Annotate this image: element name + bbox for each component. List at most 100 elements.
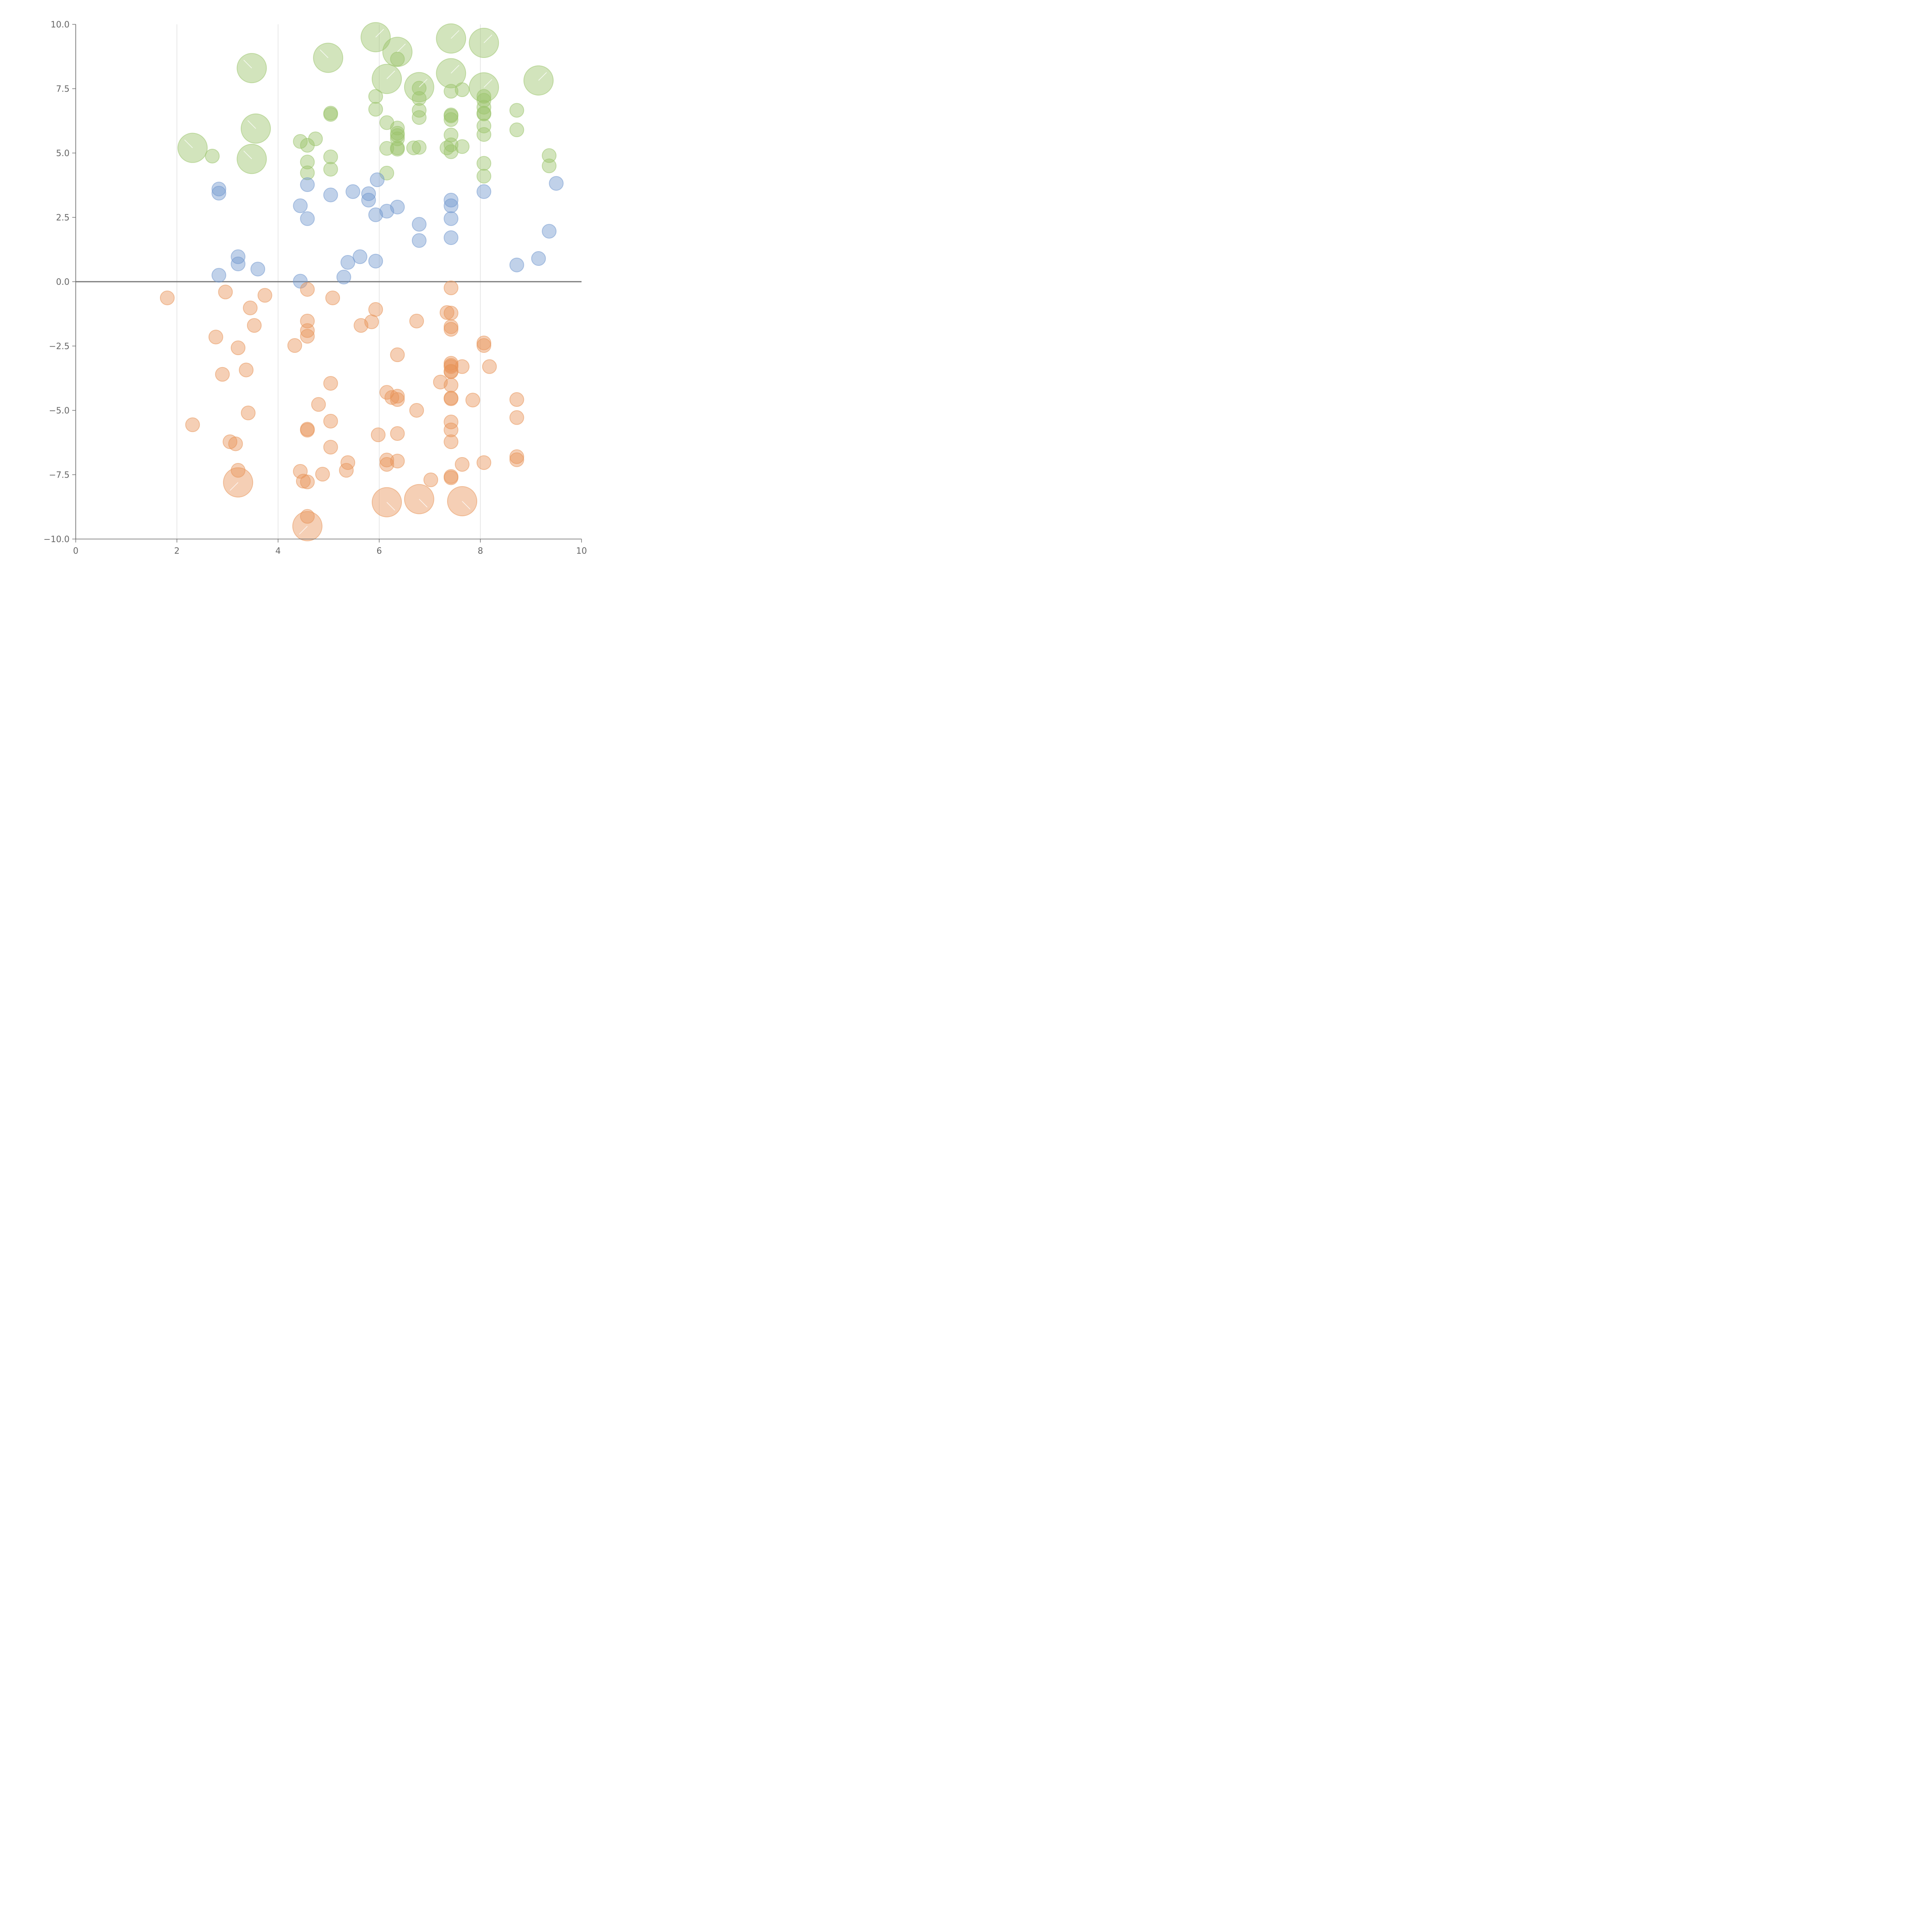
orange-bubble [296,474,311,489]
green-bubble [412,81,427,96]
orange-bubble [390,347,405,362]
orange-bubble [300,329,315,344]
green-bubble [542,158,557,173]
green-bubble [406,140,421,155]
green-bubble [205,148,220,163]
leader-lines [184,29,547,535]
label-leader-line [462,501,471,510]
orange-bubble [239,362,254,378]
x-tick-label: 6 [376,546,382,556]
blue-bubble [323,187,338,202]
blue-bubble [211,185,226,201]
label-leader-line [386,70,395,79]
blue-bubble [352,249,367,264]
green-bubble [455,82,470,97]
blue-bubble [444,211,459,226]
green-bubble [177,133,208,163]
green-bubble [390,131,405,146]
orange-bubble [465,393,480,408]
label-leader-line [451,65,459,74]
orange-bubble [444,359,459,374]
orange-bubble [390,392,405,407]
orange-bubble [444,322,459,337]
label-leader-line [451,30,459,39]
orange-bubble [231,340,246,355]
green-bubble [390,121,405,136]
label-leader-line [483,79,492,88]
orange-bubble [354,318,369,333]
orange-bubble [340,455,355,470]
blue-bubble [340,255,355,270]
blue-bubble [368,207,383,222]
label-leader-line [320,49,328,58]
x-tick-label: 4 [276,546,281,556]
y-tick-label: 2.5 [56,213,70,223]
orange-bubble [509,392,524,407]
orange-bubble [409,403,424,418]
label-leader-line [299,526,308,535]
green-bubble [323,162,338,177]
orange-bubble [444,422,459,437]
orange-bubble [231,463,246,478]
orange-bubble [390,426,405,441]
blue-bubble [549,176,564,191]
orange-bubble [444,391,459,406]
green-bubble [476,156,492,171]
orange-bubble [476,455,492,470]
orange-bubble [384,390,400,405]
orange-bubble [455,457,470,472]
label-leader-line [247,120,256,129]
y-tick-label: 0.0 [56,277,70,287]
orange-bubble [287,338,302,353]
green-bubble [308,131,323,146]
green-bubble [368,102,383,117]
label-leader-line [243,60,252,68]
blue-bubble [368,253,383,269]
orange-bubble [444,378,459,393]
orange-bubble [390,389,405,404]
green-bubble [444,109,459,124]
green-bubble [379,141,395,156]
orange-bubble [208,330,223,345]
blue-bubble [231,257,246,272]
green-bubble [436,23,466,54]
green-bubble [476,89,492,104]
green-bubble [412,91,427,106]
orange-bubble [323,440,338,455]
label-leader-line [419,79,428,88]
y-tick-label: −10.0 [44,535,70,544]
y-tick-label: 5.0 [56,149,70,158]
orange-bubble [372,487,402,517]
orange-bubble [243,300,258,315]
x-tick-label: 8 [478,546,483,556]
green-bubble [444,84,459,99]
green-bubble [300,138,315,153]
orange-bubble [379,452,395,468]
label-leader-line [419,499,428,508]
orange-bubble [215,367,230,382]
orange-bubble [409,313,424,328]
orange-bubble [311,397,326,412]
green-bubble [444,144,459,159]
orange-bubble [482,359,497,374]
orange-bubble [300,423,315,438]
blue-bubble [444,230,459,245]
orange-bubble [185,417,200,432]
green-bubble [412,140,427,155]
tick-labels: 0 2 4 6 8 10 10.0 7.5 5.0 2.5 0.0 −2.5 −5.0 −7.5 −10.0 [44,20,587,556]
green-bubble [542,148,557,163]
orange-bubble [223,434,238,449]
green-bubble [509,103,524,118]
blue-bubble [293,198,308,213]
orange-bubble [339,463,354,478]
green-bubble [509,122,524,138]
green-bubble [476,119,492,134]
label-leader-line [243,150,252,159]
orange-bubble [300,509,315,524]
orange-bubble [444,306,459,321]
orange-bubble [444,434,459,449]
orange-bubble [509,452,524,467]
blue-bubble [300,177,315,192]
orange-bubble [325,290,340,305]
green-bubble [476,106,492,121]
